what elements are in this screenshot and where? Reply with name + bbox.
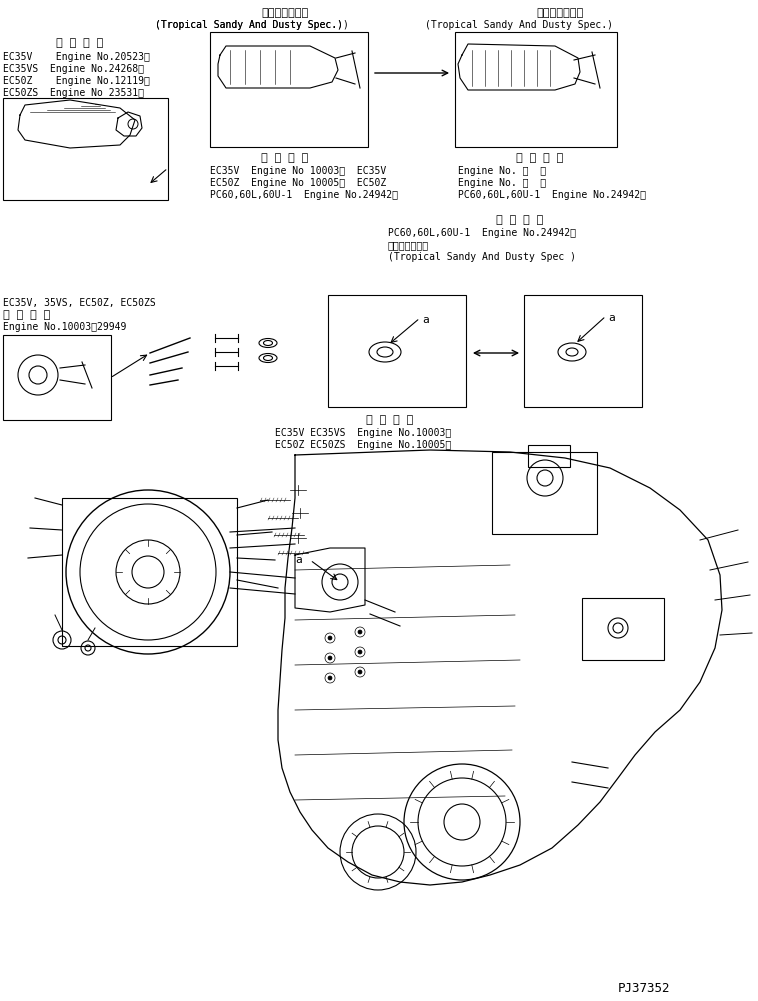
Text: EC35V, 35VS, EC50Z, EC50ZS: EC35V, 35VS, EC50Z, EC50ZS xyxy=(3,298,155,308)
Text: a: a xyxy=(608,313,615,323)
Text: Engine No. ：  ～: Engine No. ： ～ xyxy=(458,166,546,176)
Circle shape xyxy=(328,636,332,640)
Text: a: a xyxy=(295,555,302,565)
Text: a: a xyxy=(422,315,429,325)
Text: (Tropical Sandy And Dusty Spec.): (Tropical Sandy And Dusty Spec.) xyxy=(425,20,613,30)
Text: 通 用 号 機: 通 用 号 機 xyxy=(366,415,414,425)
Text: EC50Z  Engine No 10005～  EC50Z: EC50Z Engine No 10005～ EC50Z xyxy=(210,178,387,188)
Bar xyxy=(62,498,237,646)
Text: EC50Z    Engine No.12119～: EC50Z Engine No.12119～ xyxy=(3,76,150,86)
Text: 通 用 号 機: 通 用 号 機 xyxy=(56,38,104,48)
Text: PC60,60L,60U-1  Engine No.24942～: PC60,60L,60U-1 Engine No.24942～ xyxy=(210,190,398,200)
Text: EC50ZS  Engine No 23531～: EC50ZS Engine No 23531～ xyxy=(3,88,144,98)
Circle shape xyxy=(358,650,362,654)
Circle shape xyxy=(358,630,362,634)
Text: 熱帯砂塵地仕様: 熱帯砂塵地仕様 xyxy=(388,240,429,250)
Bar xyxy=(210,32,368,147)
Circle shape xyxy=(328,676,332,680)
Bar xyxy=(328,295,466,407)
Text: 通 用 号 機: 通 用 号 機 xyxy=(3,310,50,320)
Text: 通 用 号 機: 通 用 号 機 xyxy=(516,153,564,163)
Bar xyxy=(3,98,168,200)
Text: PC60,60L,60U-1  Engine No.24942～: PC60,60L,60U-1 Engine No.24942～ xyxy=(458,190,646,200)
Text: 熱帯砂塵地仕様: 熱帯砂塵地仕様 xyxy=(262,8,309,18)
Circle shape xyxy=(328,656,332,660)
Text: (Tropical Sandy And Dusty Spec.)): (Tropical Sandy And Dusty Spec.)) xyxy=(155,20,349,30)
Text: 熱帯砂塵地仕様: 熱帯砂塵地仕様 xyxy=(537,8,584,18)
Text: (Tropical Sandy And Dusty Spec ): (Tropical Sandy And Dusty Spec ) xyxy=(388,252,576,262)
Bar xyxy=(582,598,664,660)
Text: EC50Z EC50ZS  Engine No.10005～: EC50Z EC50ZS Engine No.10005～ xyxy=(275,440,451,450)
Text: Engine No.10003～29949: Engine No.10003～29949 xyxy=(3,322,127,332)
Text: Engine No. ：  ～: Engine No. ： ～ xyxy=(458,178,546,188)
Bar xyxy=(528,445,570,467)
Text: EC35VS  Engine No.24268～: EC35VS Engine No.24268～ xyxy=(3,64,144,74)
Text: PC60,60L,60U-1  Engine No.24942～: PC60,60L,60U-1 Engine No.24942～ xyxy=(388,228,576,238)
Bar xyxy=(455,32,617,147)
Bar xyxy=(492,452,597,534)
Text: EC35V  Engine No 10003～  EC35V: EC35V Engine No 10003～ EC35V xyxy=(210,166,387,176)
Bar xyxy=(524,295,642,407)
Text: (Tropical Sandy And Dusty Spec.): (Tropical Sandy And Dusty Spec.) xyxy=(155,20,343,30)
Text: EC35V EC35VS  Engine No.10003～: EC35V EC35VS Engine No.10003～ xyxy=(275,428,451,438)
Bar xyxy=(3,335,111,420)
Text: PJ37352: PJ37352 xyxy=(618,982,671,995)
Text: 通 用 号 機: 通 用 号 機 xyxy=(496,215,543,225)
Text: 通 用 号 機: 通 用 号 機 xyxy=(262,153,309,163)
Circle shape xyxy=(358,670,362,674)
Text: EC35V    Engine No.20523～: EC35V Engine No.20523～ xyxy=(3,52,150,62)
